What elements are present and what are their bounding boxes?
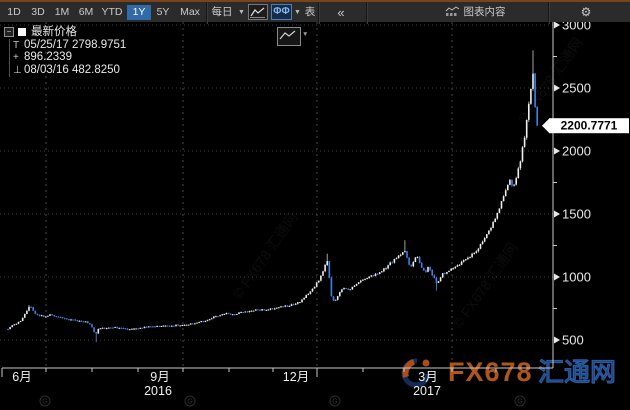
annotation-dropdown-arrow-icon[interactable]: ▼ xyxy=(302,31,309,38)
legend-tree-line xyxy=(9,39,10,77)
legend-row-high: T 05/25/17 2798.9751 xyxy=(4,39,126,52)
annotation-chart-button[interactable] xyxy=(277,27,301,46)
legend-low-text: 08/03/16 482.8250 xyxy=(24,63,120,76)
frequency-dropdown[interactable]: 每日 xyxy=(211,6,233,18)
range-button-5y[interactable]: 5Y xyxy=(156,6,170,18)
toolbar-divider xyxy=(318,2,320,24)
mini-line-chart-icon xyxy=(279,30,296,40)
svg-text:汇通网: 汇通网 xyxy=(538,357,616,387)
legend-title: 最新价格 xyxy=(31,26,77,38)
svg-text:© FX678 汇通网: © FX678 汇通网 xyxy=(449,240,520,332)
collapse-panel-button[interactable]: « xyxy=(337,5,345,20)
svg-text:G: G xyxy=(332,399,337,406)
svg-text:9月: 9月 xyxy=(150,370,169,384)
toolbar-divider xyxy=(548,2,550,24)
line-chart-icon xyxy=(250,7,265,18)
gear-icon[interactable]: ⚙ xyxy=(580,5,592,19)
svg-text:G: G xyxy=(517,399,522,406)
range-button-3d[interactable]: 3D xyxy=(31,6,45,18)
candlestick-type-button[interactable]: ΦΦ xyxy=(271,4,292,20)
range-button-1y[interactable]: 1Y xyxy=(127,5,151,20)
collapse-expander-icon[interactable]: − xyxy=(4,27,14,37)
svg-text:G: G xyxy=(187,399,192,406)
svg-text:12月: 12月 xyxy=(283,370,309,384)
svg-text:2017: 2017 xyxy=(413,384,441,398)
chart-content-icon xyxy=(445,6,459,16)
svg-text:3月: 3月 xyxy=(418,370,437,384)
svg-text:© FX678 汇通网: © FX678 汇通网 xyxy=(229,210,300,302)
range-button-6m[interactable]: 6M xyxy=(78,6,94,18)
legend-title-row[interactable]: − 最新价格 xyxy=(4,26,126,39)
svg-text:6月: 6月 xyxy=(12,370,31,384)
legend-high-text: 05/25/17 2798.9751 xyxy=(24,38,127,51)
series-color-swatch xyxy=(18,28,26,36)
chart-toolbar: 1D 3D 1M 6M YTD 1Y 5Y Max 每日 ▼ ΦΦ ▼ 表 « 图表内容 ⚙ xyxy=(0,0,630,24)
legend-row-mean: +896.2339 xyxy=(4,51,126,64)
legend-mean-text: 896.2339 xyxy=(24,51,72,63)
chart-type-dropdown-arrow-icon[interactable]: ▼ xyxy=(294,9,301,16)
chart-content-button[interactable]: 图表内容 xyxy=(420,5,530,20)
legend-row-low: ⊥ 08/03/16 482.8250 xyxy=(4,64,126,77)
svg-text:FX678: FX678 xyxy=(448,357,533,387)
svg-text:1000: 1000 xyxy=(562,270,591,285)
svg-text:2016: 2016 xyxy=(144,384,172,398)
table-view-button[interactable]: 表 xyxy=(304,6,316,18)
legend-marker-mean-icon: + xyxy=(13,52,19,63)
svg-text:2000: 2000 xyxy=(562,144,591,159)
candles xyxy=(7,50,538,343)
line-chart-type-button[interactable] xyxy=(248,4,268,20)
legend-marker-low-icon: ⊥ xyxy=(13,64,22,76)
legend-rows: T 05/25/17 2798.9751 +896.2339 ⊥ 08/03/16 48… xyxy=(4,39,126,77)
svg-text:G: G xyxy=(42,399,47,406)
range-button-ytd[interactable]: YTD xyxy=(101,6,123,18)
chart-content-label: 图表内容 xyxy=(463,6,506,18)
svg-text:2200.7771: 2200.7771 xyxy=(561,119,618,133)
svg-text:2500: 2500 xyxy=(562,81,591,96)
range-button-1d[interactable]: 1D xyxy=(7,6,21,18)
toolbar-divider xyxy=(206,2,208,24)
legend: − 最新价格 T 05/25/17 2798.9751 +896.2339 ⊥ 08/03… xyxy=(4,26,126,77)
legend-marker-high-icon: T xyxy=(13,39,20,51)
range-button-max[interactable]: Max xyxy=(180,6,200,18)
frequency-dropdown-arrow-icon[interactable]: ▼ xyxy=(238,9,245,16)
svg-text:1500: 1500 xyxy=(562,207,591,222)
svg-text:500: 500 xyxy=(562,333,584,348)
toolbar-divider xyxy=(366,2,368,24)
range-button-1m[interactable]: 1M xyxy=(54,6,70,18)
